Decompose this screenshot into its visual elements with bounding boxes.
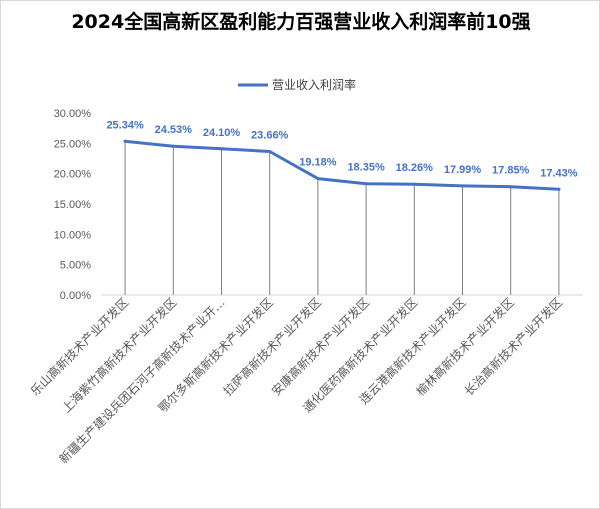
x-tick-label: 安康高新技术产业开发区 [268, 295, 372, 399]
drop-lines [124, 141, 560, 295]
y-tick-label: 5.00% [60, 260, 91, 272]
data-labels: 25.34% 24.53% 24.10% 23.66% 19.18% 18.35% 18.2… [106, 119, 577, 179]
data-point [509, 185, 513, 189]
data-label: 19.18% [299, 157, 337, 169]
y-tick-label: 20.00% [54, 169, 92, 181]
data-point [123, 139, 127, 143]
x-tick-label: 乐山高新技术产业开发区 [27, 295, 131, 399]
x-tick-label: 拉萨高新技术产业开发区 [220, 295, 324, 399]
data-label: 18.26% [396, 162, 434, 174]
data-label: 23.66% [251, 129, 289, 141]
y-tick-label: 10.00% [54, 229, 92, 241]
data-point [268, 149, 272, 153]
data-point [220, 147, 223, 151]
data-point [412, 182, 416, 186]
x-tick-label: 新疆生产建设兵团石河子高新技术产业开… [56, 295, 228, 467]
data-point [316, 177, 320, 181]
y-tick-label: 0.00% [60, 290, 91, 302]
legend-label: 营业收入利润率 [272, 77, 356, 92]
legend: 营业收入利润率 [238, 77, 356, 92]
chart-title: 2024全国高新区盈利能力百强营业收入利润率前10强 [71, 11, 531, 33]
data-point [461, 184, 464, 188]
y-tick-label: 15.00% [54, 199, 92, 211]
data-label: 25.34% [106, 119, 144, 131]
x-axis-labels: 乐山高新技术产业开发区上海紫竹高新技术产业开发区新疆生产建设兵团石河子高新技术产… [27, 295, 565, 467]
data-point [364, 182, 368, 186]
y-tick-label: 30.00% [54, 108, 92, 120]
data-point [171, 144, 175, 148]
data-label: 18.35% [347, 162, 385, 174]
x-tick-label: 榆林高新技术产业开发区 [413, 295, 517, 399]
series-line-group [123, 139, 561, 191]
data-label: 17.99% [444, 164, 482, 176]
data-point [557, 187, 561, 191]
data-label: 24.53% [155, 124, 193, 136]
x-tick-label: 长治高新技术产业开发区 [461, 295, 565, 399]
series-line [123, 139, 561, 191]
y-axis: 0.00% 5.00% 10.00% 15.00% 20.00% 25.00% 30.00% [54, 108, 583, 302]
data-label: 17.43% [540, 167, 578, 179]
y-tick-label: 25.00% [54, 138, 92, 150]
data-label: 24.10% [203, 127, 241, 139]
data-label: 17.85% [492, 165, 530, 177]
